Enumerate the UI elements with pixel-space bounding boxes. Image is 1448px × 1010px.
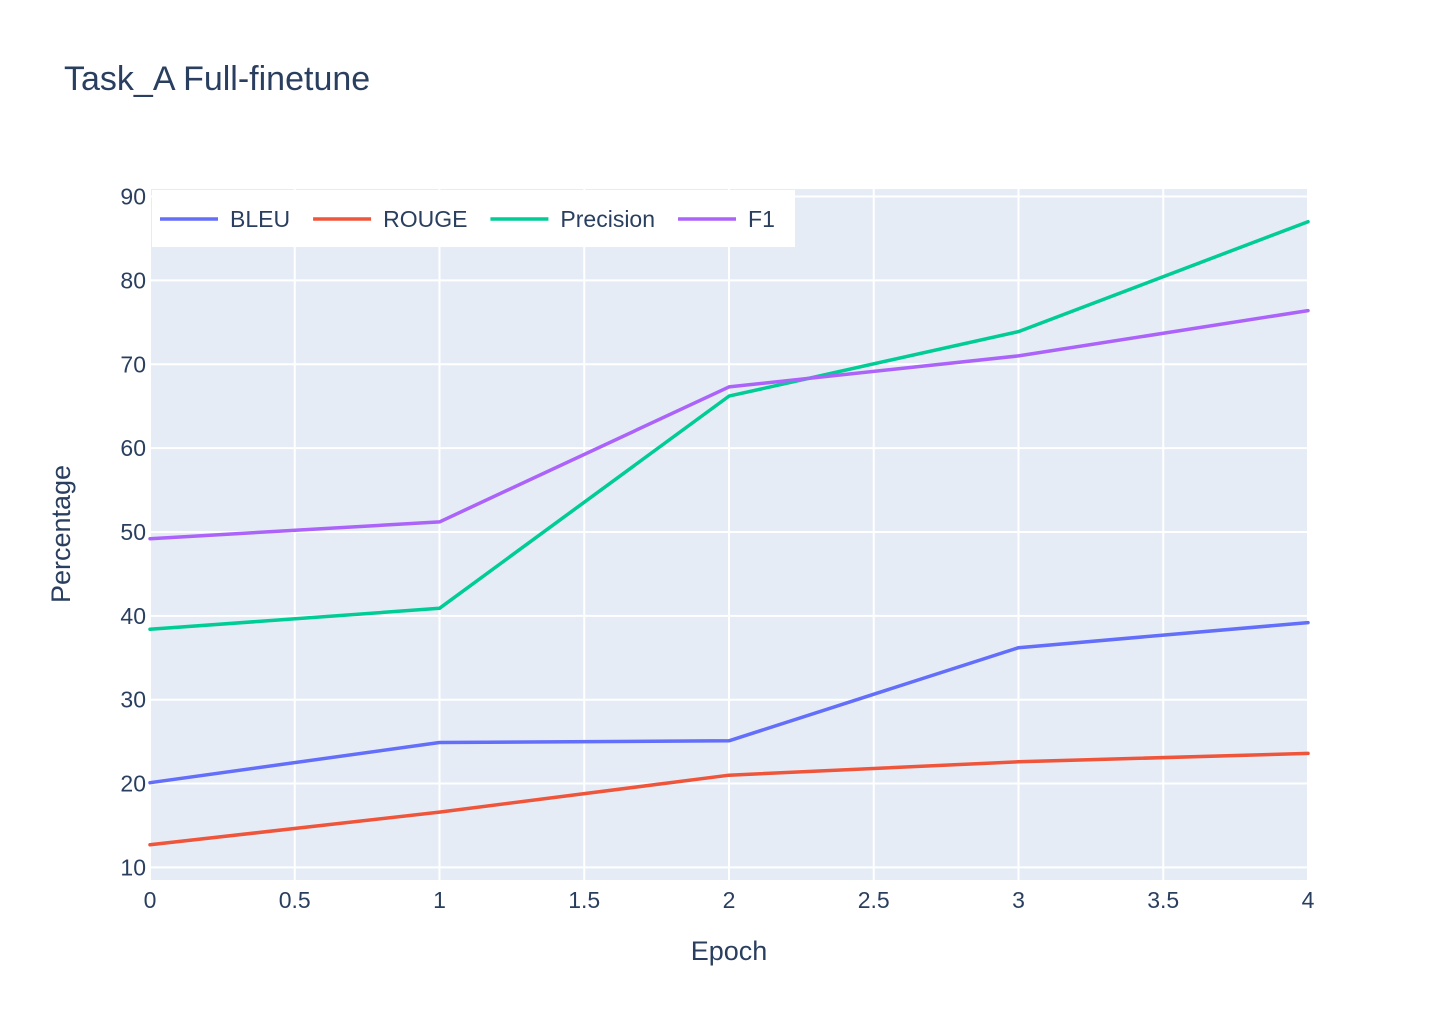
y-tick-label: 10 <box>120 854 146 880</box>
y-tick-label: 80 <box>120 267 146 293</box>
x-tick-label: 0 <box>144 887 157 913</box>
x-tick-label: 3 <box>1012 887 1025 913</box>
x-tick-label: 0.5 <box>279 887 311 913</box>
series-lines <box>148 219 1310 847</box>
y-axis-ticks: 10 20 30 40 50 60 70 80 90 <box>120 184 146 881</box>
y-tick-label: 70 <box>120 351 146 377</box>
x-axis-ticks: 0 0.5 1 1.5 2 2.5 3 3.5 4 <box>144 887 1315 913</box>
legend-label-precision: Precision <box>560 206 655 232</box>
y-tick-label: 40 <box>120 603 146 629</box>
chart-title: Task_A Full-finetune <box>64 60 370 98</box>
x-tick-label: 1 <box>433 887 446 913</box>
legend-label-rouge: ROUGE <box>383 206 467 232</box>
legend-label-f1: F1 <box>748 206 775 232</box>
y-tick-label: 30 <box>120 687 146 713</box>
series-line-rouge <box>148 751 1310 847</box>
x-axis-label: Epoch <box>691 936 768 966</box>
series-line-bleu <box>148 620 1310 785</box>
x-tick-label: 4 <box>1302 887 1315 913</box>
y-axis-label: Percentage <box>46 465 76 603</box>
x-tick-label: 3.5 <box>1147 887 1179 913</box>
series-line-precision <box>148 219 1310 632</box>
x-gridlines <box>149 189 1309 880</box>
x-tick-label: 1.5 <box>568 887 600 913</box>
legend-label-bleu: BLEU <box>230 206 290 232</box>
series-line-f1 <box>148 308 1310 541</box>
x-tick-label: 2 <box>723 887 736 913</box>
y-tick-label: 90 <box>120 184 146 210</box>
x-tick-label: 2.5 <box>858 887 890 913</box>
legend: BLEU ROUGE Precision F1 <box>152 190 795 247</box>
y-tick-label: 50 <box>120 519 146 545</box>
y-tick-label: 60 <box>120 435 146 461</box>
y-tick-label: 20 <box>120 771 146 797</box>
